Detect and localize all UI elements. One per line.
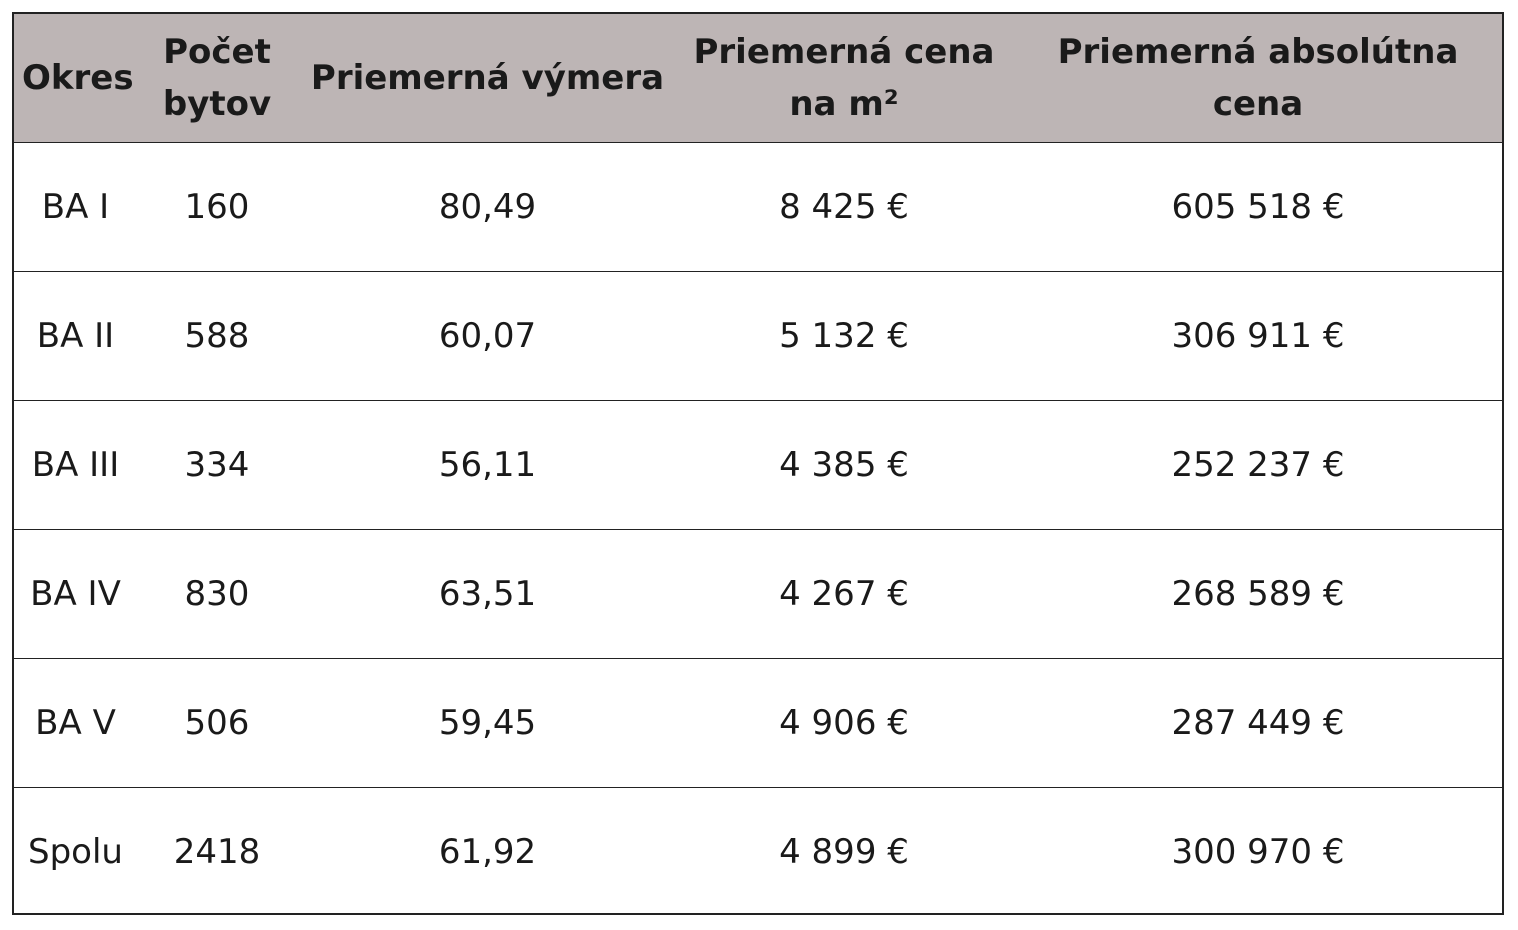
- cell-cena-m2: 5 132 €: [779, 315, 909, 356]
- table-row-total: Spolu 2418 61,92 4 899 € 300 970 €: [14, 787, 1502, 913]
- table-row: BA II 588 60,07 5 132 € 306 911 €: [14, 271, 1502, 400]
- cell-cena-m2: 4 267 €: [779, 573, 909, 614]
- cell-vymera: 60,07: [438, 315, 537, 356]
- cell-cena-m2: 4 385 €: [779, 444, 909, 485]
- cell-cena-abs: 300 970 €: [1171, 831, 1345, 872]
- cell-cena-m2: 4 899 €: [779, 831, 909, 872]
- cell-pocet-bytov: 160: [184, 186, 250, 227]
- table-row: BA III 334 56,11 4 385 € 252 237 €: [14, 400, 1502, 529]
- cell-vymera: 80,49: [438, 186, 537, 227]
- cell-pocet-bytov: 588: [184, 315, 250, 356]
- table-header: Okres Počet bytov Priemerná výmera Priem…: [14, 14, 1502, 143]
- cell-okres: BA II: [36, 315, 115, 356]
- cell-cena-m2: 8 425 €: [779, 186, 909, 227]
- table-row: BA I 160 80,49 8 425 € 605 518 €: [14, 142, 1502, 271]
- cell-vymera: 56,11: [438, 444, 537, 485]
- cell-cena-abs: 252 237 €: [1171, 444, 1345, 485]
- cell-cena-abs: 287 449 €: [1171, 702, 1345, 743]
- cell-vymera: 59,45: [438, 702, 537, 743]
- data-table: Okres Počet bytov Priemerná výmera Priem…: [14, 14, 1502, 913]
- column-header-okres: Okres: [14, 14, 137, 143]
- cell-vymera: 61,92: [438, 831, 537, 872]
- table-row: BA IV 830 63,51 4 267 € 268 589 €: [14, 529, 1502, 658]
- table-body: BA I 160 80,49 8 425 € 605 518 € BA II 5…: [14, 142, 1502, 913]
- cell-cena-abs: 268 589 €: [1171, 573, 1345, 614]
- cell-pocet-bytov: 334: [184, 444, 250, 485]
- cell-okres: BA I: [41, 186, 110, 227]
- cell-okres: Spolu: [28, 831, 123, 872]
- table-row: BA V 506 59,45 4 906 € 287 449 €: [14, 658, 1502, 787]
- cell-okres: BA IV: [30, 573, 121, 614]
- column-header-priemerna-absolutna-cena: Priemerná absolútna cena: [1010, 14, 1502, 143]
- cell-okres: BA III: [31, 444, 120, 485]
- apartment-price-table: Okres Počet bytov Priemerná výmera Priem…: [12, 12, 1504, 915]
- cell-okres: BA V: [35, 702, 116, 743]
- cell-pocet-bytov: 830: [184, 573, 250, 614]
- cell-pocet-bytov: 2418: [173, 831, 261, 872]
- cell-vymera: 63,51: [438, 573, 537, 614]
- cell-cena-abs: 306 911 €: [1171, 315, 1345, 356]
- column-header-pocet-bytov: Počet bytov: [137, 14, 297, 143]
- column-header-priemerna-cena-m2: Priemerná cena na m²: [678, 14, 1010, 143]
- header-row: Okres Počet bytov Priemerná výmera Priem…: [14, 14, 1502, 143]
- column-header-priemerna-vymera: Priemerná výmera: [297, 14, 678, 143]
- cell-cena-m2: 4 906 €: [779, 702, 909, 743]
- cell-pocet-bytov: 506: [184, 702, 250, 743]
- cell-cena-abs: 605 518 €: [1171, 186, 1345, 227]
